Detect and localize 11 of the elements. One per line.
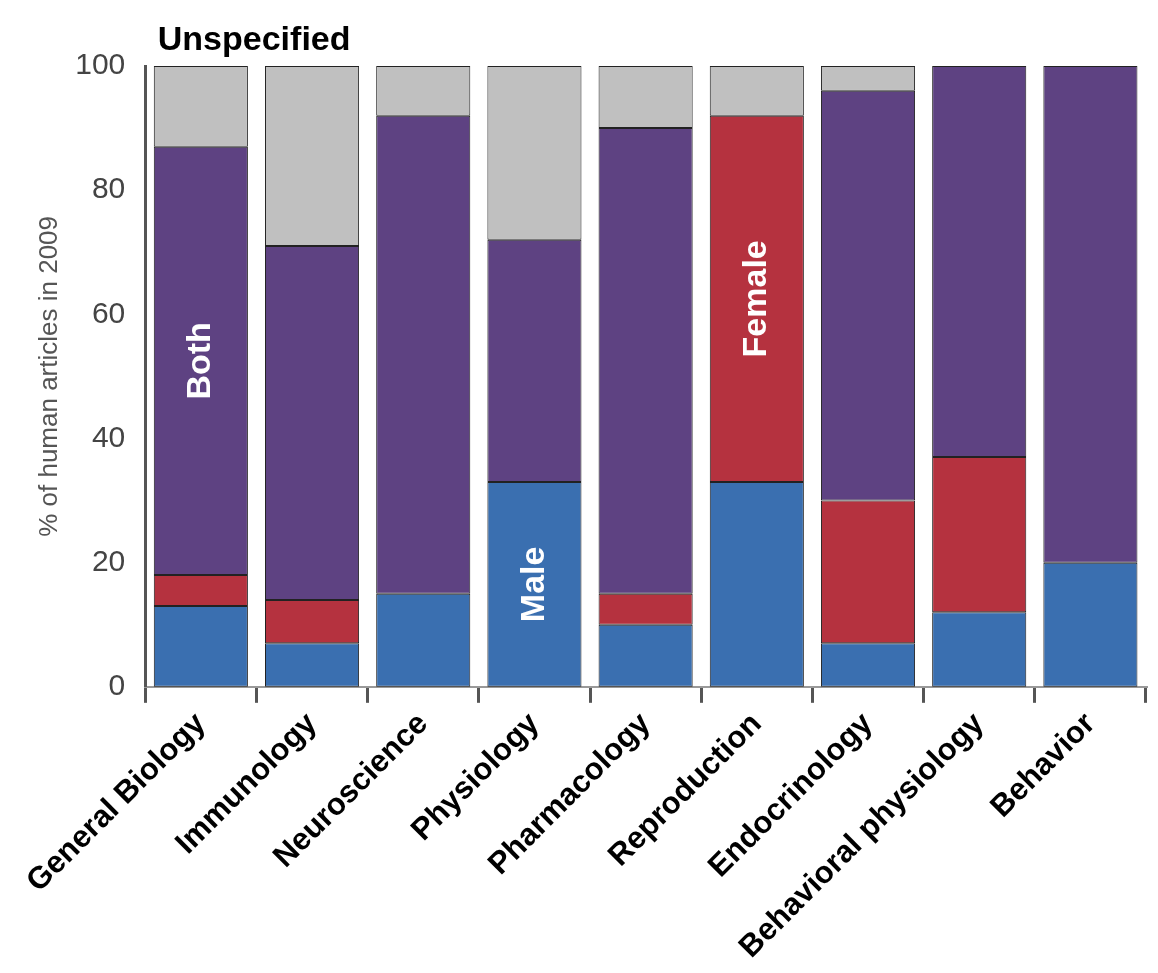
y-tick-label: 40 [91,419,126,453]
y-tick-label: 100 [75,47,126,81]
series-label: Unspecified [157,19,351,58]
y-tick-label: 60 [91,295,126,329]
y-tick-label: 0 [108,668,126,702]
series-label: Male [512,546,551,623]
series-label: Female [735,240,774,358]
series-label: Both [179,322,218,400]
y-tick-label: 80 [91,171,126,205]
y-tick-label: 20 [91,543,126,577]
y-axis-title: % of human articles in 2009 [32,215,63,537]
